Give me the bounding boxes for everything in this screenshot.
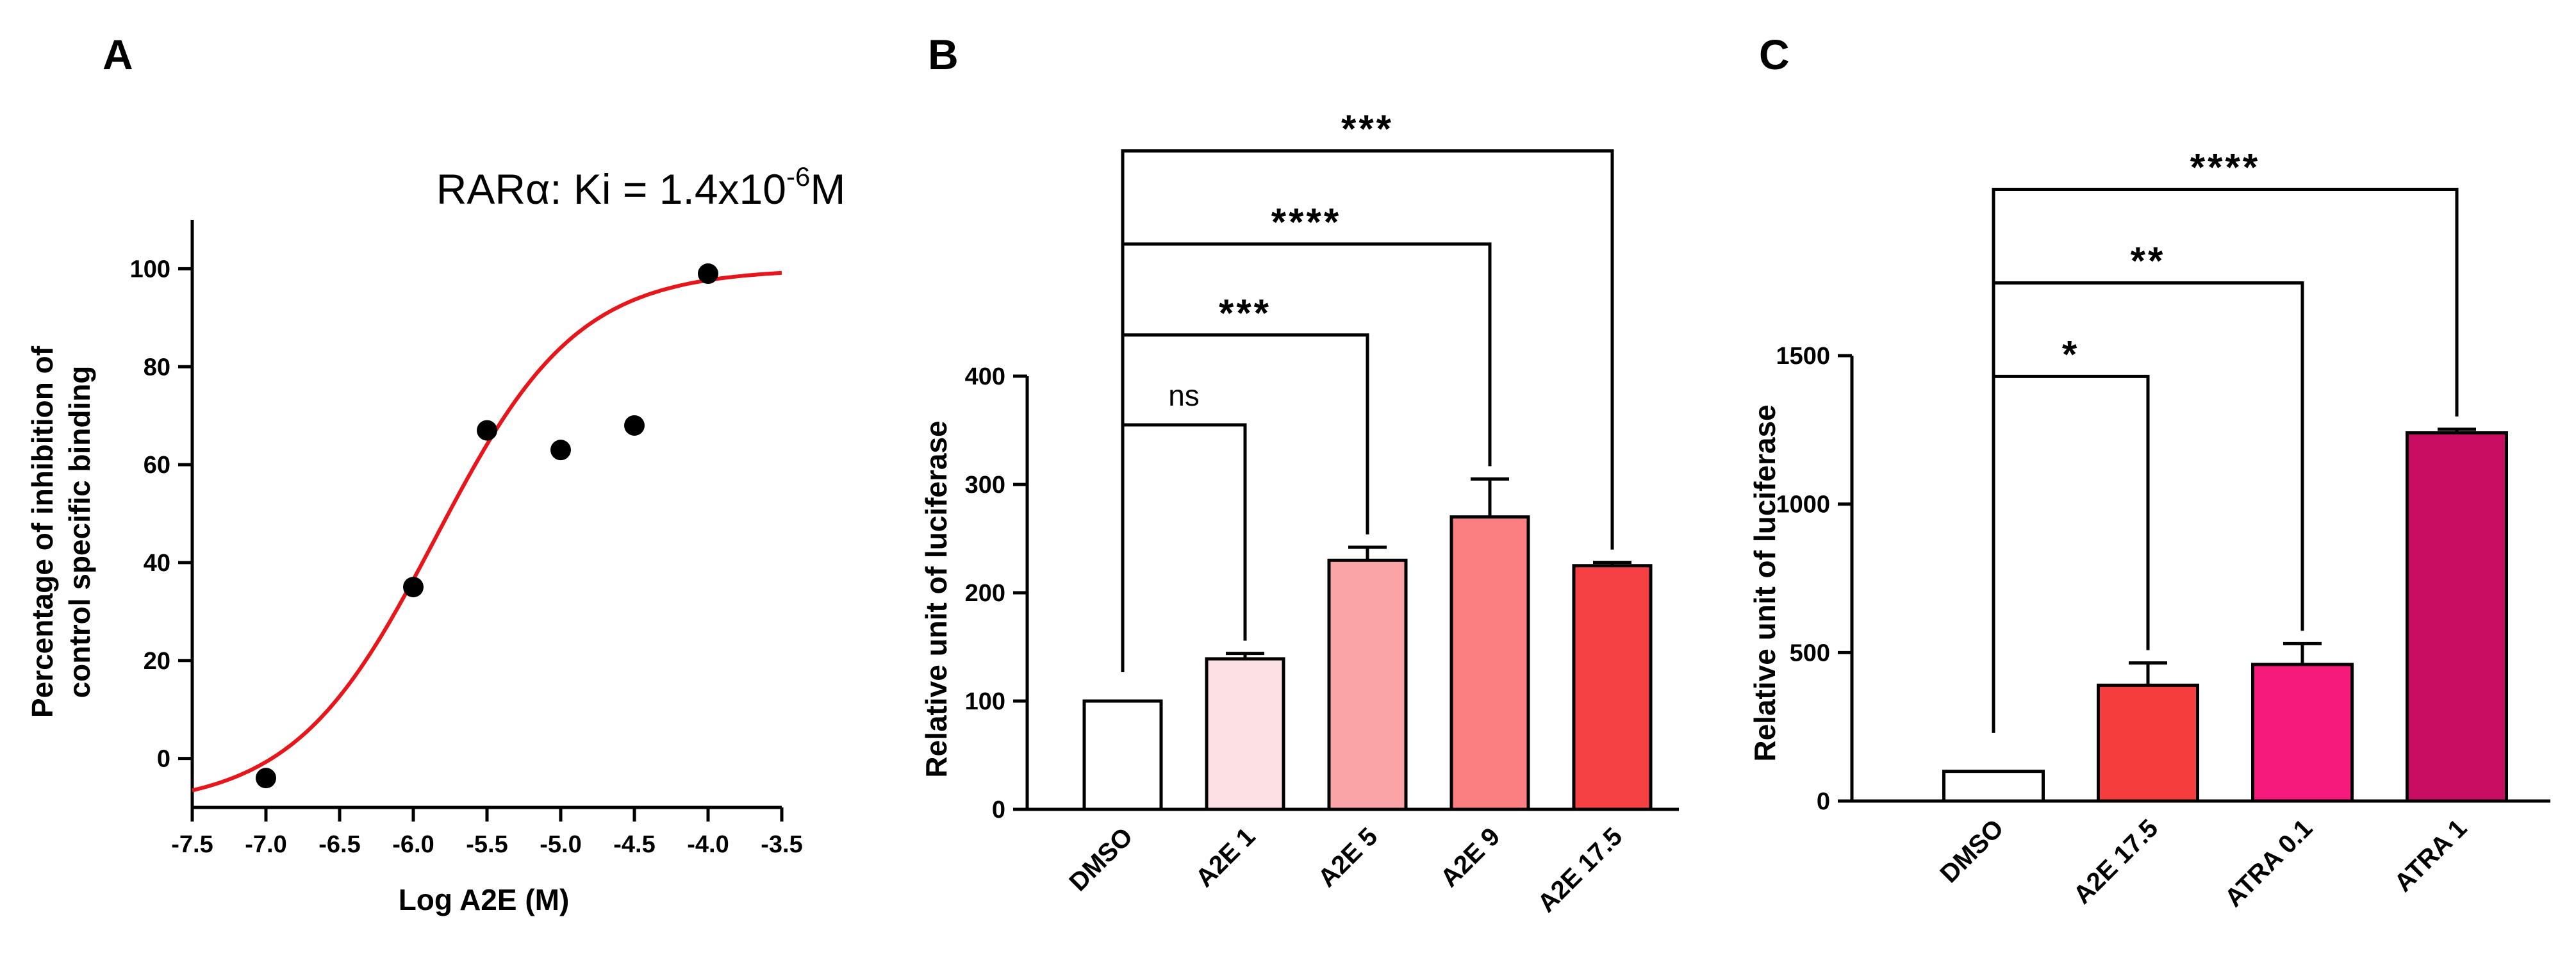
panel-a-x-tick-label: -6.5 [318,831,360,858]
panel-c-category-label: A2E 17.5 [2068,814,2163,909]
panel-c-category-label: DMSO [1935,814,2009,888]
panel-c-significance-label: **** [2190,146,2260,189]
panel-c-significance-bracket [1992,374,2150,733]
panel-a-data-point [256,768,276,789]
panel-b-category-label: A2E 1 [1191,822,1261,893]
panel-b-category-label: A2E 5 [1313,822,1383,893]
panel-a-data-point [550,440,571,461]
panel-b-category-label: A2E 17.5 [1532,822,1628,918]
panel-b-bar [1082,699,1163,811]
panel-b-y-tick-label: 400 [965,363,1005,390]
panel-c-significance-bracket [1992,188,2459,733]
panel-c-y-tick-label: 500 [1790,640,1830,666]
panel-b-category-label: DMSO [1064,822,1138,897]
panel-a-y-axis-label-line-2: control specific binding [63,366,96,698]
panel-b-bar-chart: Relative unit of luciferase 0 100 200 300 40… [920,107,1679,918]
panel-a-y-tick-label: 40 [144,550,170,577]
panel-a-data-point [403,577,424,598]
panel-a-y-tick-label: 60 [144,452,170,479]
panel-b-y-axis-label: Relative unit of luciferase [920,420,953,777]
panel-a-scatter-chart: RARα: Ki = 1.4x10-6M Percentage of inhib… [26,161,845,916]
panel-b-y-tick-label: 300 [965,472,1005,499]
panel-b-bar [1449,515,1530,811]
panel-b-significance-label: *** [1341,107,1394,150]
panel-a-x-axis-label: Log A2E (M) [399,883,570,916]
panel-a-x-tick-label: -4.0 [687,831,729,858]
panel-a-data-point [624,415,645,436]
panel-a-y-tick-label: 20 [144,648,170,675]
panel-c-significance-label: * [2062,333,2079,376]
panel-a-data-point [698,263,718,285]
panel-b-significance-label: ns [1168,379,1200,412]
panel-c-category-label: ATRA 0.1 [2220,814,2318,913]
panel-a-x-tick-label: -7.0 [245,831,286,858]
panel-letter-b: B [928,31,959,78]
panel-b-significance-label: **** [1271,201,1341,244]
panel-a-y-axis-label: Percentage of inhibition of [26,345,59,718]
panel-b-y-tick-label: 0 [992,797,1005,823]
panel-c-bar [2097,683,2199,803]
panel-b-significance-bracket [1121,242,1492,672]
panel-c-bar-chart: Relative unit of luciferase 0 500 1000 1500… [1748,146,2550,913]
panel-letter-a: A [103,31,133,78]
panel-b-bar [1205,657,1285,811]
panel-a-x-tick-label: -4.5 [613,831,655,858]
panel-c-bar [2251,663,2354,803]
panel-b-significance-label: *** [1219,292,1271,335]
panel-a-fit-curve [192,270,782,793]
panel-a-title: RARα: Ki = 1.4x10-6M [436,161,846,213]
panel-a-x-tick-label: -5.0 [540,831,581,858]
panel-c-y-tick-label: 1000 [1776,492,1830,518]
panel-b-category-label: A2E 9 [1435,822,1506,893]
panel-c-y-tick-label: 1500 [1776,343,1830,370]
panel-a-y-tick-label: 0 [157,746,170,773]
panel-c-significance-label: ** [2131,239,2166,282]
panel-a-y-tick-label: 100 [130,256,170,283]
panel-b-significance-bracket [1121,423,1247,672]
panel-a-data-point [477,420,497,441]
panel-a-y-tick-label: 80 [144,354,170,381]
panel-a-x-tick-label: -3.5 [761,831,802,858]
panel-a-x-tick-label: -7.5 [171,831,213,858]
panel-b-y-tick-label: 200 [965,580,1005,607]
panel-b-bar [1327,558,1408,811]
panel-c-category-label: ATRA 1 [2389,814,2472,897]
panel-a-x-tick-label: -6.0 [392,831,434,858]
panel-b-significance-bracket [1121,149,1614,672]
panel-c-bar [1942,770,2045,803]
panel-b-bar [1572,564,1653,811]
panel-c-y-tick-label: 0 [1817,788,1830,815]
panel-c-bar [2406,431,2508,803]
panel-letter-c: C [1759,31,1790,78]
panel-a-x-tick-label: -5.5 [466,831,508,858]
panel-b-y-tick-label: 100 [965,688,1005,715]
panel-c-y-axis-label: Relative unit of luciferase [1748,404,1781,761]
